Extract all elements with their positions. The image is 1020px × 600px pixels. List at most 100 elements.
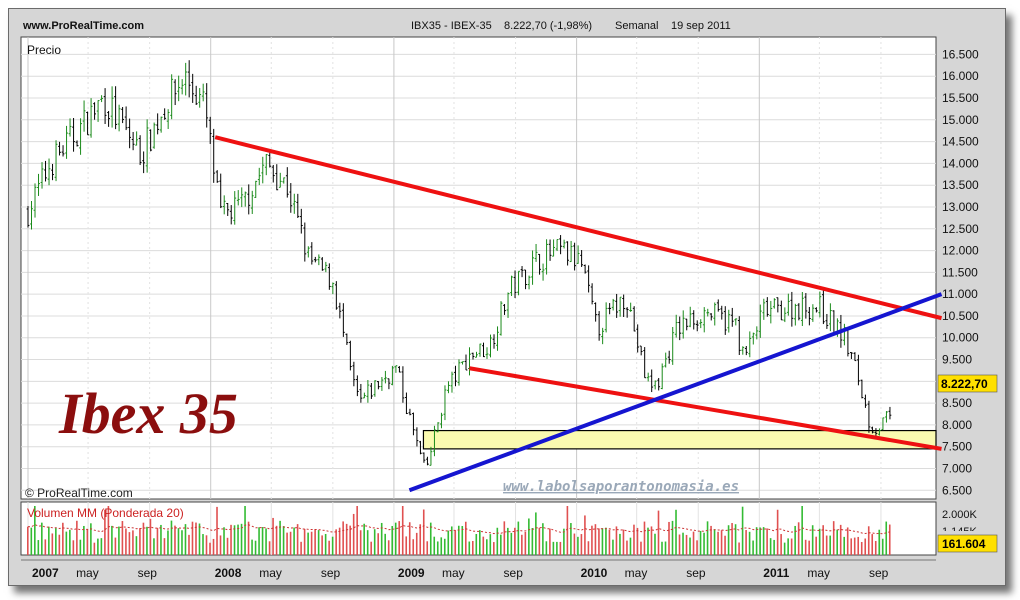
volume-bar bbox=[654, 533, 656, 555]
volume-bar bbox=[62, 522, 64, 555]
volume-bar bbox=[174, 525, 176, 555]
volume-bar bbox=[867, 526, 870, 555]
volume-bar bbox=[633, 524, 635, 555]
volume-bar bbox=[731, 523, 733, 555]
volume-bar bbox=[184, 524, 187, 555]
volume-bar bbox=[30, 527, 33, 555]
price-tick-label: 6.500 bbox=[942, 483, 972, 497]
volume-bar bbox=[251, 539, 253, 555]
volume-bar bbox=[303, 528, 306, 555]
volume-bar bbox=[142, 522, 145, 555]
last-price-tag: 8.222,70 bbox=[941, 377, 988, 391]
volume-bar bbox=[160, 524, 162, 555]
volume-bar bbox=[447, 530, 450, 555]
time-tick-label: sep bbox=[138, 566, 158, 580]
volume-bar bbox=[482, 536, 485, 555]
volume-bar bbox=[275, 525, 278, 555]
volume-bar bbox=[415, 532, 418, 555]
volume-bar bbox=[776, 509, 779, 555]
volume-bar bbox=[282, 526, 285, 555]
volume-bar bbox=[717, 531, 719, 555]
volume-bar bbox=[72, 540, 75, 555]
volume-bar bbox=[352, 513, 355, 555]
volume-bar bbox=[338, 527, 341, 555]
volume-bar bbox=[559, 541, 562, 555]
volume-bar bbox=[202, 534, 204, 555]
last-change-label: 8.222,70 (-1,98%) bbox=[504, 20, 592, 32]
volume-bar bbox=[661, 541, 663, 555]
volume-bar bbox=[69, 529, 71, 555]
volume-bar bbox=[738, 542, 740, 555]
volume-bar bbox=[293, 527, 295, 555]
volume-bar bbox=[612, 539, 614, 555]
volume-bar bbox=[671, 520, 674, 555]
volume-bar bbox=[58, 534, 61, 555]
volume-bar bbox=[422, 509, 425, 555]
volume-bar bbox=[471, 540, 474, 555]
volume-bar bbox=[643, 521, 646, 555]
volume-bar bbox=[720, 530, 723, 555]
volume-bar bbox=[864, 538, 867, 555]
volume-bar bbox=[818, 528, 821, 555]
volume-bar bbox=[871, 534, 874, 555]
volume-bar bbox=[436, 541, 439, 555]
volume-bar bbox=[514, 527, 516, 555]
volume-bar bbox=[566, 506, 569, 555]
volume-bar bbox=[745, 530, 747, 555]
site-label: www.ProRealTime.com bbox=[22, 20, 144, 32]
volume-bar bbox=[657, 510, 660, 555]
volume-bar bbox=[552, 541, 555, 555]
date-label: 19 sep 2011 bbox=[671, 20, 731, 32]
volume-bar bbox=[370, 541, 372, 555]
volume-bar bbox=[741, 506, 744, 555]
volume-bar bbox=[170, 520, 173, 555]
volume-bar bbox=[37, 540, 40, 555]
volume-bar bbox=[664, 541, 667, 555]
volume-bar bbox=[419, 524, 422, 555]
volume-bar bbox=[93, 542, 96, 555]
volume-bar bbox=[853, 537, 856, 555]
volume-bar bbox=[76, 520, 78, 555]
volume-bar bbox=[307, 532, 309, 555]
volume-bar bbox=[794, 525, 796, 555]
volume-bar bbox=[209, 542, 211, 555]
copyright-label: © ProRealTime.com bbox=[25, 486, 133, 500]
volume-bar bbox=[584, 515, 586, 555]
price-chart: 16.500 16.000 15.500 15.000 14.500 14.000 13.5… bbox=[20, 20, 998, 580]
volume-bar bbox=[191, 521, 194, 555]
volume-bar bbox=[538, 527, 541, 555]
volume-bar bbox=[888, 524, 891, 555]
support-zone bbox=[422, 429, 937, 450]
volume-bar bbox=[773, 539, 775, 555]
volume-bar bbox=[885, 521, 888, 555]
volume-bar bbox=[104, 509, 106, 555]
volume-bar bbox=[521, 534, 523, 555]
volume-bar bbox=[762, 527, 765, 555]
volume-bar bbox=[272, 517, 274, 555]
volume-bar bbox=[394, 522, 397, 555]
volume-bar bbox=[780, 534, 782, 555]
website-link[interactable]: www.labolsaporantonomasia.es bbox=[503, 479, 739, 495]
volume-bar bbox=[857, 536, 860, 555]
volume-bar bbox=[836, 529, 838, 555]
volume-bar bbox=[83, 525, 85, 555]
volume-bar bbox=[331, 536, 334, 555]
volume-bar bbox=[44, 539, 47, 555]
volume-bar bbox=[790, 538, 793, 555]
volume-bar bbox=[345, 523, 348, 555]
volume-bar bbox=[216, 506, 218, 555]
price-tick-label: 9.500 bbox=[942, 353, 972, 367]
time-tick-label: sep bbox=[504, 566, 524, 580]
price-tick-label: 14.500 bbox=[942, 135, 979, 149]
time-tick-label: 2010 bbox=[581, 566, 608, 580]
volume-bar bbox=[366, 530, 369, 555]
volume-bar bbox=[244, 506, 246, 555]
volume-bar bbox=[261, 527, 264, 555]
volume-bar bbox=[300, 541, 302, 555]
volume-bar bbox=[580, 534, 583, 555]
volume-moving-average bbox=[27, 524, 891, 535]
volume-bar bbox=[135, 536, 138, 555]
volume-bar bbox=[384, 533, 386, 555]
last-price-tag-bg bbox=[937, 374, 998, 393]
volume-bar bbox=[177, 528, 180, 555]
